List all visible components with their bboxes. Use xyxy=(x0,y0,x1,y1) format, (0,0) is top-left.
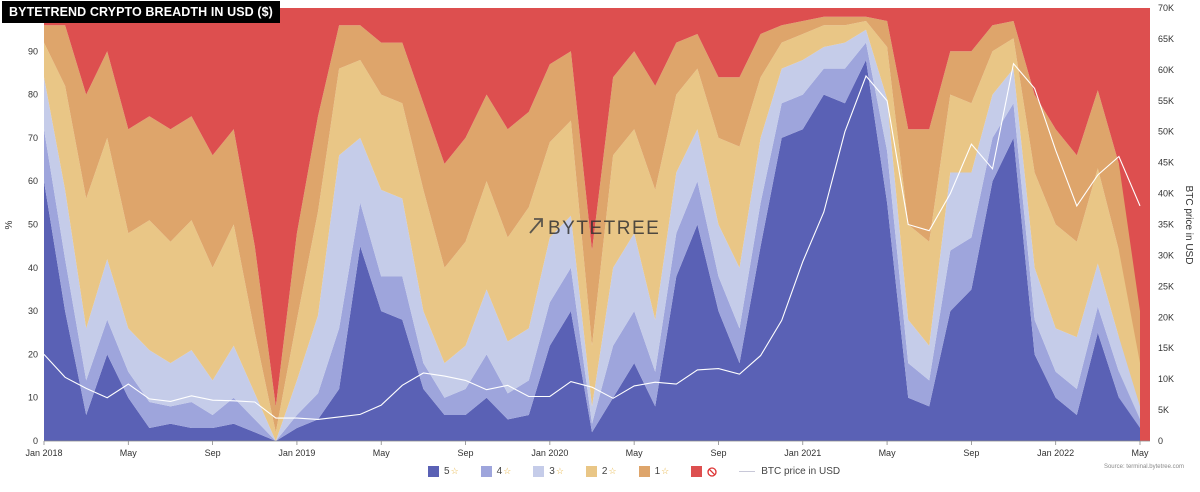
x-tick-label: Sep xyxy=(963,448,979,458)
x-tick-label: May xyxy=(879,448,897,458)
area-series-star3 xyxy=(44,8,1140,441)
legend-item-star5[interactable]: 5 ☆ xyxy=(428,466,459,477)
area-series-star0 xyxy=(44,8,1140,407)
watermark-text: BYTETREE xyxy=(548,218,660,239)
y-tick-label: 20 xyxy=(28,349,38,359)
x-tick-label: May xyxy=(120,448,138,458)
legend-item-star3[interactable]: 3 ☆ xyxy=(533,466,564,477)
y2-tick-label: 30K xyxy=(1158,250,1174,260)
legend-item-star0[interactable] xyxy=(691,466,717,477)
star-icon: ☆ xyxy=(503,466,512,476)
legend-item-btc_line[interactable]: BTC price in USD xyxy=(739,466,840,477)
legend-swatch xyxy=(533,466,545,477)
y2-tick-label: 15K xyxy=(1158,343,1174,353)
x-tick-label: Jan 2022 xyxy=(1037,448,1074,458)
legend-swatch xyxy=(480,466,492,477)
watermark-arrow-icon xyxy=(529,218,543,234)
legend-swatch xyxy=(585,466,597,477)
x-tick-label: Jan 2020 xyxy=(531,448,568,458)
star-icon: ☆ xyxy=(450,466,459,476)
y2-tick-label: 70K xyxy=(1158,3,1174,13)
area-series-star5 xyxy=(44,8,1140,441)
legend-swatch xyxy=(428,466,439,477)
y2-tick-label: 40K xyxy=(1158,189,1174,199)
legend: 5 ☆ 4 ☆ 3 ☆ 2 ☆ 1 ☆ BTC price in USD xyxy=(428,466,862,477)
chart-title: BYTETREND CRYPTO BREADTH IN USD ($) xyxy=(2,1,280,23)
btc-price-line xyxy=(43,62,1141,420)
stacked-areas xyxy=(44,8,1150,441)
x-tick-label: May xyxy=(626,448,644,458)
y2-tick-label: 65K xyxy=(1158,34,1174,44)
legend-item-star4[interactable]: 4 ☆ xyxy=(480,466,512,477)
y-tick-label: 80 xyxy=(28,90,38,100)
y-tick-label: 50 xyxy=(28,220,38,230)
legend-label: 2 xyxy=(601,466,608,477)
x-tick-label: Jan 2019 xyxy=(278,448,315,458)
star-icon: ☆ xyxy=(661,466,670,476)
y-axis-label: % xyxy=(4,220,15,229)
y2-tick-label: 10K xyxy=(1158,374,1174,384)
y2-tick-label: 25K xyxy=(1158,281,1174,291)
y-tick-label: 0 xyxy=(33,436,38,446)
y2-axis-label: BTC price in USD xyxy=(1183,186,1194,265)
no-entry-slash xyxy=(708,468,716,475)
y-tick-label: 10 xyxy=(28,393,38,403)
legend-label: 5 xyxy=(444,466,450,477)
source-note: Source: terminal.bytetree.com xyxy=(1103,464,1184,470)
legend-label: 1 xyxy=(654,466,661,477)
no-entry-circle xyxy=(707,466,717,477)
y2-tick-label: 5K xyxy=(1158,405,1169,415)
area-tail xyxy=(1140,8,1150,441)
y2-tick-label: 55K xyxy=(1158,96,1174,106)
legend-item-star1[interactable]: 1 ☆ xyxy=(638,466,670,477)
no-entry-icon xyxy=(707,466,717,477)
y2-tick-label: 60K xyxy=(1158,65,1174,75)
y2-tick-label: 35K xyxy=(1158,220,1174,230)
watermark: BYTETREE xyxy=(529,218,660,239)
x-tick-label: Jan 2021 xyxy=(784,448,821,458)
axes: 0 10 20 30 40 50 60 70 80 90 0 5K 10K 15K 20K 25K 30K 35K… xyxy=(25,3,1174,458)
y-tick-label: 70 xyxy=(28,133,38,143)
x-tick-label: May xyxy=(373,448,391,458)
legend-label: BTC price in USD xyxy=(761,466,841,477)
x-tick-label: May xyxy=(1131,448,1149,458)
y-tick-label: 90 xyxy=(28,46,38,56)
legend-label: 3 xyxy=(549,466,555,477)
y2-tick-label: 45K xyxy=(1158,158,1174,168)
y2-tick-label: 20K xyxy=(1158,312,1174,322)
legend-swatch xyxy=(638,466,650,477)
legend-label: 4 xyxy=(496,466,503,477)
x-tick-label: Sep xyxy=(458,448,474,458)
y2-tick-label: 50K xyxy=(1158,127,1174,137)
x-tick-label: Jan 2018 xyxy=(25,448,62,458)
x-tick-label: Sep xyxy=(710,448,726,458)
legend-item-star2[interactable]: 2 ☆ xyxy=(585,466,617,477)
legend-swatch xyxy=(691,466,703,477)
y-tick-label: 60 xyxy=(28,176,38,186)
y2-tick-label: 0 xyxy=(1158,436,1163,446)
star-icon: ☆ xyxy=(608,466,617,476)
y-tick-label: 40 xyxy=(28,263,38,273)
star-icon: ☆ xyxy=(555,466,564,476)
y-tick-label: 30 xyxy=(28,306,38,316)
area-series-star2 xyxy=(44,8,1140,441)
area-series-star1 xyxy=(44,8,1140,433)
x-tick-label: Sep xyxy=(205,448,221,458)
line-icon xyxy=(739,471,756,472)
